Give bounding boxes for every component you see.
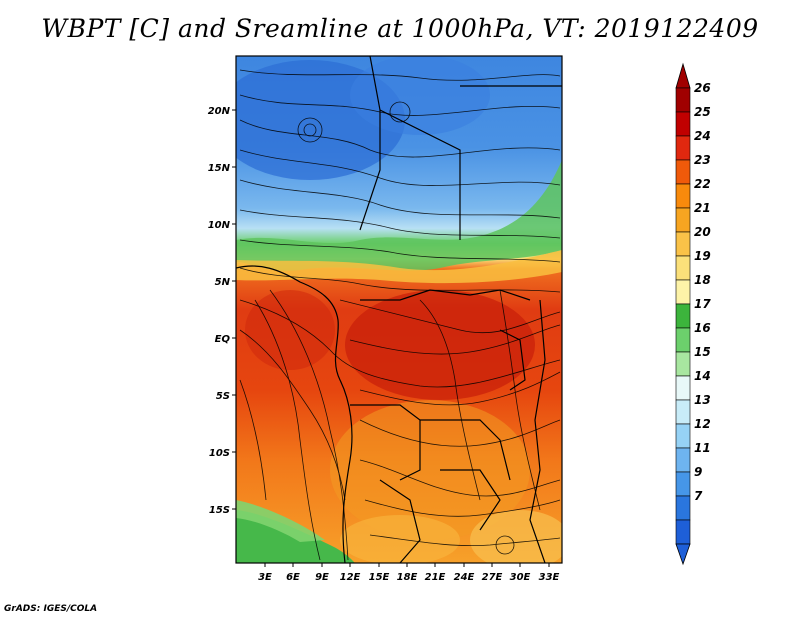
lat-tick-label: 5S — [216, 391, 230, 402]
streamlines — [239, 69, 561, 561]
colorbar-swatch — [675, 447, 691, 473]
colorbar-label: 21 — [694, 201, 711, 215]
colorbar-swatch — [675, 87, 691, 113]
colorbar-swatch — [675, 375, 691, 401]
colorbar-swatch — [675, 279, 691, 305]
lat-tick-label: 5N — [215, 277, 231, 288]
colorbar-label: 13 — [694, 393, 711, 407]
lat-tick-label: EQ — [215, 334, 231, 345]
colorbar-label: 11 — [694, 441, 711, 455]
latitude-axis: 20N 15N 10N 5N EQ 5S 10S 15S — [208, 106, 236, 516]
colorbar-swatch — [675, 495, 691, 521]
colorbar-label: 20 — [694, 225, 711, 239]
colorbar-swatch — [675, 111, 691, 137]
colorbar-swatch — [675, 519, 691, 545]
colorbar-label: 18 — [694, 273, 711, 287]
colorbar-label: 22 — [694, 177, 711, 191]
lon-tick-label: 33E — [539, 572, 560, 583]
colorbar-swatch — [675, 351, 691, 377]
colorbar-label: 19 — [694, 249, 711, 263]
lon-tick-label: 6E — [286, 572, 300, 583]
lon-tick-label: 27E — [482, 572, 503, 583]
colorbar-top-arrow — [675, 62, 691, 89]
colorbar-swatch — [675, 423, 691, 449]
colorbar-label: 7 — [694, 489, 703, 503]
colorbar-label: 25 — [694, 105, 711, 119]
colorbar-swatch — [675, 255, 691, 281]
colorbar-bottom-arrow — [675, 543, 691, 566]
colorbar-swatch — [675, 207, 691, 233]
lon-tick-label: 24E — [454, 572, 475, 583]
colorbar-swatch — [675, 303, 691, 329]
colorbar-swatch — [675, 183, 691, 209]
colorbar-label: 17 — [694, 297, 711, 311]
colorbar-label: 23 — [694, 153, 711, 167]
lat-tick-label: 15N — [208, 163, 231, 174]
sahel-band-region — [236, 160, 562, 271]
lon-tick-label: 15E — [369, 572, 390, 583]
colorbar-label: 26 — [694, 81, 711, 95]
lon-tick-label: 21E — [425, 572, 446, 583]
colorbar-swatch — [675, 471, 691, 497]
colorbar-label: 24 — [694, 129, 711, 143]
warm-equatorial-region — [345, 290, 535, 400]
lon-tick-label: 12E — [340, 572, 361, 583]
colorbar: 26 25 24 23 22 21 20 19 18 17 16 15 14 13 12 11 9 7 — [675, 62, 711, 566]
colorbar-swatch — [675, 231, 691, 257]
lat-tick-label: 10N — [208, 220, 231, 231]
colorbar-swatch — [675, 399, 691, 425]
wbpt-field — [236, 56, 562, 563]
colorbar-swatch — [675, 327, 691, 353]
lat-tick-label: 10S — [209, 448, 230, 459]
country-borders — [236, 56, 562, 563]
lon-tick-label: 18E — [397, 572, 418, 583]
lon-tick-label: 9E — [315, 572, 329, 583]
colorbar-label: 15 — [694, 345, 711, 359]
colorbar-label: 16 — [694, 321, 711, 335]
colorbar-label: 12 — [694, 417, 711, 431]
colorbar-label: 14 — [694, 369, 711, 383]
map-border — [235, 55, 563, 564]
lat-tick-label: 20N — [208, 106, 231, 117]
chart-title: WBPT [C] and Sreamline at 1000hPa, VT: 2… — [41, 14, 759, 43]
colorbar-label: 9 — [694, 465, 702, 479]
lon-tick-label: 3E — [258, 572, 272, 583]
longitude-axis: 3E 6E 9E 12E 15E 18E 21E 24E 27E 30E 33E — [258, 563, 560, 583]
colorbar-swatch — [675, 159, 691, 185]
lon-tick-label: 30E — [510, 572, 531, 583]
credit-text: GrADS: IGES/COLA — [4, 604, 98, 614]
colorbar-swatch — [675, 135, 691, 161]
lat-tick-label: 15S — [209, 505, 230, 516]
